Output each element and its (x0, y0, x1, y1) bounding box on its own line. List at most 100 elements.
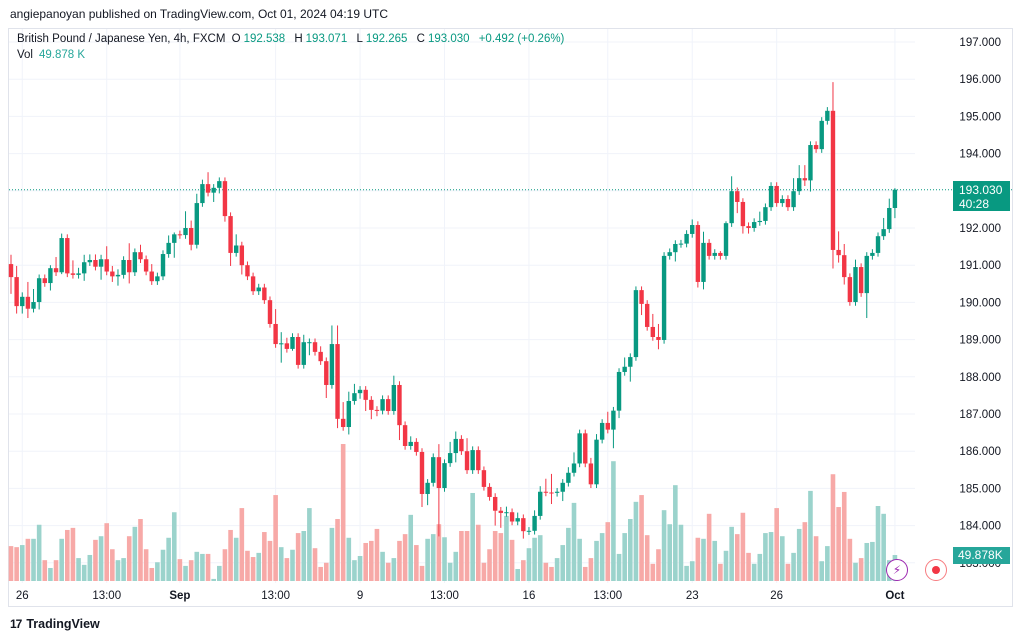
lightning-icon[interactable]: ⚡ (886, 559, 908, 581)
candle-body (324, 361, 329, 385)
candle-body (87, 259, 93, 263)
volume-bar (566, 527, 571, 581)
volume-bar (98, 536, 104, 581)
candle (611, 406, 616, 449)
candle-body (599, 422, 605, 440)
candle (374, 406, 380, 417)
candle-body (188, 228, 194, 245)
candle (453, 431, 458, 463)
volume-bar (48, 567, 53, 581)
volume-bar (487, 549, 492, 581)
price-axis[interactable]: 197.000196.000195.000194.000193.000192.0… (959, 37, 1001, 570)
candle-body (729, 191, 734, 224)
volume-bar (543, 562, 549, 581)
candle (76, 267, 81, 279)
volume-bar (504, 515, 509, 581)
candle (357, 386, 363, 399)
time-axis[interactable]: 26 13:00 Sep 13:00 9 13:00 16 13:00 23 26 Oct (16, 590, 905, 602)
volume-bar (808, 490, 813, 581)
volume-bar (701, 538, 706, 581)
candle (284, 337, 290, 353)
volume-bar (442, 537, 447, 581)
candle-body (532, 515, 537, 531)
candle (431, 453, 436, 487)
volume-bar (802, 522, 808, 581)
candle-body (740, 201, 746, 227)
volume-bar (53, 560, 59, 581)
volume-bar (633, 501, 639, 581)
candle-body (245, 265, 250, 277)
candle (211, 184, 216, 202)
candle-body (42, 278, 47, 284)
candle-body (774, 185, 779, 204)
candle-body (746, 226, 751, 228)
candle-body (768, 185, 774, 208)
candle-body (273, 323, 278, 345)
candle-body (149, 271, 154, 282)
candle (234, 234, 239, 257)
grid (9, 29, 915, 583)
candle (239, 241, 245, 275)
volume-bar (81, 564, 87, 581)
candle-body (386, 399, 391, 412)
candle-body (352, 393, 357, 401)
candle-body (673, 243, 678, 253)
volume-bar (222, 549, 228, 581)
volume-bar (819, 561, 825, 581)
candle-body (853, 267, 858, 303)
candle (273, 309, 278, 348)
candle (616, 368, 622, 419)
candle (53, 257, 59, 276)
tradingview-logo[interactable]: 17 TradingView (10, 617, 100, 631)
volume-bar (712, 540, 718, 581)
volume-bar (464, 531, 470, 581)
volume-bar (363, 542, 368, 581)
chart-legend: British Pound / Japanese Yen, 4h, FXCM O… (17, 33, 567, 45)
candle-body (115, 274, 121, 277)
candle (622, 357, 627, 376)
candle (408, 436, 413, 450)
candle (318, 346, 323, 365)
candle (605, 411, 610, 434)
volume-bar (459, 531, 464, 581)
candle-body (447, 453, 453, 464)
volume-bar (278, 547, 284, 581)
candle-body (797, 178, 802, 192)
volume-bar (374, 528, 380, 581)
candle-body (172, 234, 177, 243)
candle (515, 512, 520, 526)
record-icon[interactable] (925, 559, 947, 581)
candle-body (391, 384, 397, 412)
candle-body (70, 273, 76, 275)
volume-bar (622, 533, 627, 581)
candle-body (419, 451, 425, 494)
candle-body (436, 457, 442, 489)
candle-body (279, 343, 284, 345)
candle-body (633, 290, 639, 358)
volume-bar (774, 508, 779, 581)
candle-body (211, 187, 216, 193)
candle-body (318, 351, 323, 362)
price-tick-label: 186.000 (959, 446, 1001, 458)
volume-bar (521, 560, 526, 581)
candle (802, 165, 808, 186)
candle-body (639, 290, 644, 304)
candle-body (121, 259, 126, 275)
publisher-line: angiepanoyan published on TradingView.co… (10, 7, 389, 21)
candle-body (470, 450, 475, 471)
candle-body (695, 225, 701, 282)
candle-body (36, 278, 42, 303)
candle-body (808, 145, 813, 181)
volume-bar (36, 524, 42, 581)
candle-body (684, 233, 689, 244)
logo-text: TradingView (26, 617, 100, 631)
volume-bar (329, 527, 335, 581)
candle (768, 182, 774, 211)
candle (650, 313, 656, 341)
candle (819, 117, 824, 153)
candle-body (228, 216, 233, 253)
candle-body (785, 198, 791, 208)
candle (295, 333, 301, 369)
volume-bar (205, 553, 211, 581)
